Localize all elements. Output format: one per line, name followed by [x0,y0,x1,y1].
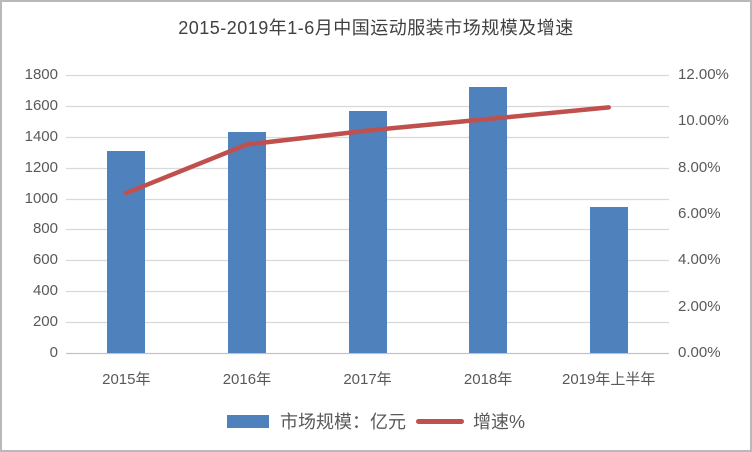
y-left-tick-label: 800 [32,220,58,238]
x-axis-label: 2019年上半年 [562,371,656,388]
y-left-tick-label: 0 [49,344,58,361]
bar [227,132,266,353]
y-right-tick-label: 6.00% [678,205,721,222]
x-axis-label: 2018年 [463,371,513,388]
x-axis-label: 2015年 [102,371,151,388]
y-axis-right: 12.00% 10.00% 8.00% 6.00% 4.00% 2.00% 0.00% [678,2,750,450]
y-right-tick-label: 8.00% [678,158,721,176]
legend-line-swatch [415,418,464,424]
y-left-tick-label: 1200 [24,158,58,176]
x-axis-label: 2016年 [222,371,272,388]
y-left-tick-label: 400 [32,282,58,300]
bar [469,86,508,353]
plot-area [66,74,669,355]
x-axis-label: 2017年 [343,371,392,388]
bar [348,111,387,353]
y-right-tick-label: 12.00% [678,66,729,83]
legend-bar-label: 市场规模：亿元 [279,412,406,432]
chart-title: 2015-2019年1-6月中国运动服装市场规模及增速 [178,18,574,38]
y-right-tick-label: 10.00% [678,112,729,130]
y-left-tick-label: 200 [32,313,58,331]
y-left-tick-label: 1600 [24,96,58,114]
y-left-tick-label: 600 [32,251,58,269]
y-left-tick-label: 1800 [24,66,58,83]
growth-line [124,105,611,196]
y-right-tick-label: 4.00% [678,251,721,269]
y-left-tick-label: 1000 [24,189,58,207]
bar [107,150,146,353]
y-axis-left: 1800 1600 1400 1200 1000 800 600 400 200 0 [2,2,58,450]
y-right-tick-label: 2.00% [678,297,721,315]
line-series [124,105,611,196]
y-left-tick-label: 1400 [24,127,58,145]
bar-series [66,75,669,353]
legend: 市场规模：亿元 增速% [2,408,750,434]
y-right-tick-label: 0.00% [678,344,721,361]
legend-line-label: 增速% [472,412,525,432]
bar [589,207,628,353]
legend-bar-swatch [226,414,269,428]
